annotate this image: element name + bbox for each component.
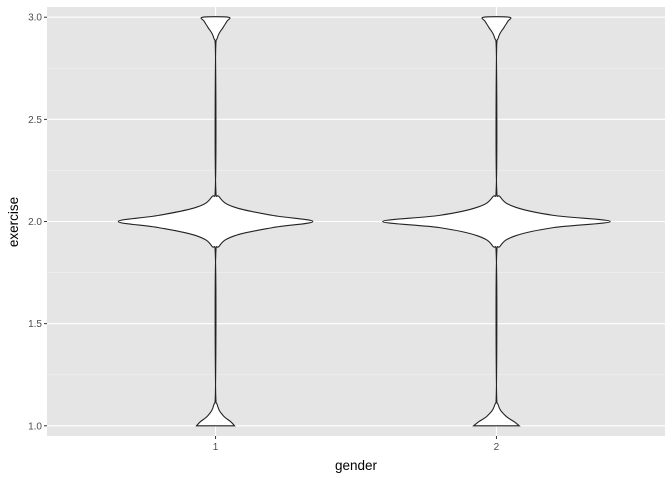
- x-axis-title: gender: [335, 458, 378, 473]
- y-tick-label: 1.0: [28, 421, 42, 432]
- y-tick-label: 1.5: [28, 319, 42, 330]
- y-tick-label: 2.5: [28, 115, 42, 126]
- y-tick-label: 2.0: [28, 217, 42, 228]
- violins: [117, 16, 611, 427]
- x-tick-label: 2: [494, 442, 500, 453]
- x-tick-label: 1: [213, 442, 219, 453]
- violin-1: [117, 16, 314, 427]
- violin-2: [382, 16, 611, 427]
- y-axis: 1.0 1.5 2.0 2.5 3.0: [28, 13, 47, 432]
- y-axis-title: exercise: [6, 197, 21, 247]
- y-tick-label: 3.0: [28, 13, 42, 24]
